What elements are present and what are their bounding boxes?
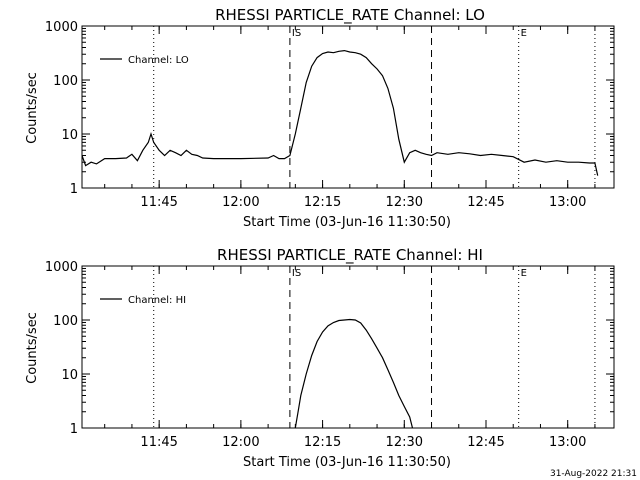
generation-timestamp: 31-Aug-2022 21:31 bbox=[550, 469, 637, 479]
x-tick-label: 11:45 bbox=[140, 195, 177, 210]
series-line bbox=[294, 318, 414, 428]
x-tick-label: 12:15 bbox=[304, 195, 341, 210]
x-tick-label: 12:00 bbox=[222, 195, 259, 210]
chart-title: RHESSI PARTICLE_RATE Channel: HI bbox=[217, 246, 483, 265]
y-tick-label: 1000 bbox=[45, 260, 78, 275]
y-tick-label: 1000 bbox=[45, 20, 78, 35]
x-tick-label: 12:00 bbox=[222, 435, 259, 450]
y-axis-label: Counts/sec bbox=[25, 72, 40, 144]
series-line bbox=[82, 49, 599, 176]
x-tick-label: 12:45 bbox=[467, 435, 504, 450]
x-tick-label: 12:45 bbox=[467, 195, 504, 210]
x-axis-label: Start Time (03-Jun-16 11:30:50) bbox=[243, 455, 451, 470]
x-axis-label: Start Time (03-Jun-16 11:30:50) bbox=[243, 215, 451, 230]
x-tick-label: 12:30 bbox=[386, 195, 423, 210]
legend-label: Channel: LO bbox=[128, 55, 189, 66]
panel-hi: RHESSI PARTICLE_RATE Channel: HI Counts/… bbox=[25, 246, 615, 470]
marker-label: E bbox=[521, 268, 527, 279]
chart-title: RHESSI PARTICLE_RATE Channel: LO bbox=[215, 6, 485, 25]
plot-frame bbox=[81, 25, 615, 189]
plot-frame bbox=[81, 265, 615, 429]
marker-label: IS bbox=[292, 268, 301, 279]
marker-label: E bbox=[521, 28, 527, 39]
x-tick-label: 12:30 bbox=[386, 435, 423, 450]
y-tick-label: 10 bbox=[61, 128, 78, 143]
y-axis-label: Counts/sec bbox=[25, 312, 40, 384]
y-tick-label: 100 bbox=[53, 74, 78, 89]
y-tick-label: 100 bbox=[53, 314, 78, 329]
x-tick-label: 12:15 bbox=[304, 435, 341, 450]
y-tick-label: 10 bbox=[61, 368, 78, 383]
legend-label: Channel: HI bbox=[128, 295, 186, 306]
x-tick-label: 13:00 bbox=[549, 195, 586, 210]
x-tick-label: 11:45 bbox=[140, 435, 177, 450]
y-tick-label: 1 bbox=[70, 182, 78, 197]
marker-label: IS bbox=[292, 28, 301, 39]
x-tick-label: 13:00 bbox=[549, 435, 586, 450]
panel-lo: RHESSI PARTICLE_RATE Channel: LO Counts/… bbox=[25, 6, 615, 230]
y-tick-label: 1 bbox=[70, 422, 78, 437]
